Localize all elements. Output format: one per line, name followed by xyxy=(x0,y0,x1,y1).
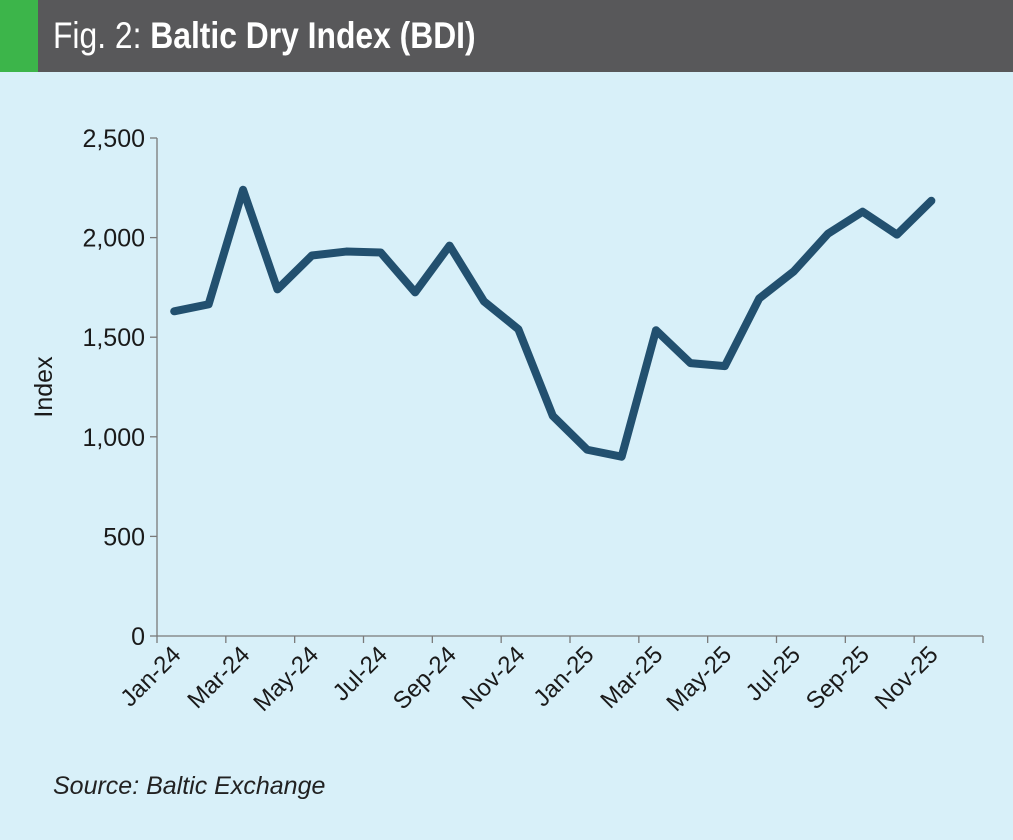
header-accent-bar xyxy=(0,0,38,72)
y-axis-title: Index xyxy=(30,356,58,418)
y-tick-label: 1,000 xyxy=(82,424,145,452)
y-tick-label: 2,500 xyxy=(82,125,145,153)
x-tick-label: May-24 xyxy=(248,641,324,717)
x-tick-label: Sep-25 xyxy=(801,641,875,715)
x-tick-label: May-25 xyxy=(661,641,737,717)
y-tick-label: 500 xyxy=(103,523,145,551)
x-tick-label: Jan-24 xyxy=(115,641,186,712)
figure-header xyxy=(0,0,1013,72)
y-tick-label: 0 xyxy=(131,623,145,651)
series-line-bdi xyxy=(170,185,936,461)
x-tick-label: Jan-25 xyxy=(528,641,599,712)
source-note: Source: Baltic Exchange xyxy=(53,772,326,800)
figure-title-text: Baltic Dry Index (BDI) xyxy=(150,15,476,56)
x-tick-label: Nov-25 xyxy=(870,641,944,715)
figure-title: Fig. 2: Baltic Dry Index (BDI) xyxy=(53,14,476,58)
x-tick-label: Nov-24 xyxy=(457,641,531,715)
line-chart: 05001,0001,5002,0002,500IndexJan-24Mar-2… xyxy=(30,125,984,717)
x-tick-label: Jul-25 xyxy=(741,641,806,706)
x-tick-label: Mar-24 xyxy=(182,641,255,714)
figure-number: Fig. 2: xyxy=(53,15,151,56)
x-tick-label: Jul-24 xyxy=(328,641,393,706)
y-tick-label: 2,000 xyxy=(82,225,145,253)
x-tick-label: Mar-25 xyxy=(595,641,668,714)
x-tick-label: Sep-24 xyxy=(388,641,462,715)
y-tick-label: 1,500 xyxy=(82,324,145,352)
